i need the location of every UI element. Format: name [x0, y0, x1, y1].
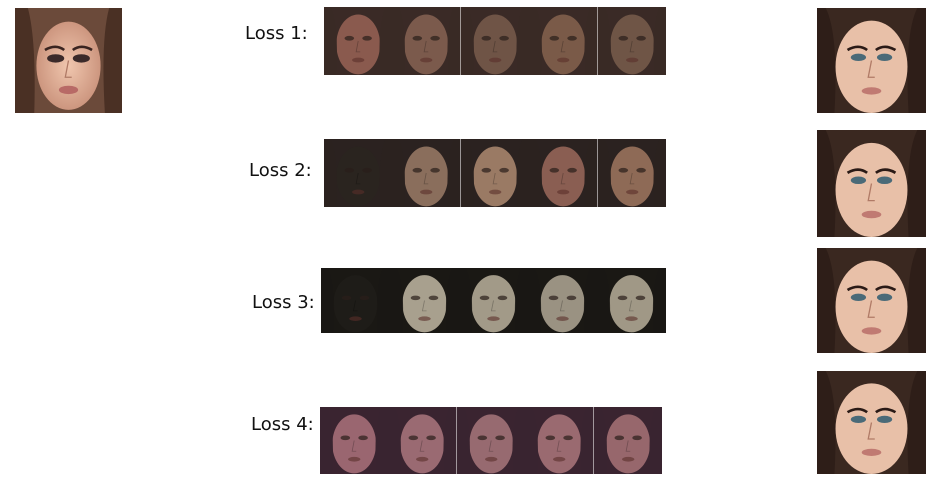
loss2-face-2 — [392, 139, 461, 207]
loss1-face-5 — [597, 7, 666, 75]
loss4-face-5 — [593, 407, 662, 474]
row-label-loss-1: Loss 1: — [245, 23, 308, 44]
loss2-face-3 — [460, 139, 530, 207]
loss1-face-3 — [460, 7, 530, 75]
loss3-face-2 — [390, 268, 459, 333]
loss1-face-2 — [392, 7, 461, 75]
loss-1-face-strip — [324, 7, 666, 75]
loss1-face-1 — [324, 7, 393, 75]
target-face-image-4 — [817, 371, 926, 474]
loss3-face-3 — [459, 268, 528, 333]
loss3-face-5 — [597, 268, 666, 333]
loss3-face-4 — [528, 268, 597, 333]
target-face-image-1 — [817, 8, 926, 113]
loss2-face-1 — [324, 139, 393, 207]
loss4-face-2 — [388, 407, 457, 474]
row-label-loss-3: Loss 3: — [252, 292, 315, 313]
loss-4-face-strip — [320, 407, 662, 474]
loss4-face-4 — [525, 407, 594, 474]
row-label-loss-4: Loss 4: — [251, 414, 314, 435]
loss-3-face-strip — [321, 268, 666, 333]
loss4-face-1 — [320, 407, 389, 474]
loss2-face-5 — [597, 139, 666, 207]
loss4-face-3 — [456, 407, 526, 474]
source-face-image — [15, 8, 122, 113]
row-label-loss-2: Loss 2: — [249, 160, 312, 181]
target-face-image-2 — [817, 130, 926, 237]
target-face-image-3 — [817, 248, 926, 353]
loss3-face-1 — [321, 268, 390, 333]
loss1-face-4 — [529, 7, 598, 75]
loss2-face-4 — [529, 139, 598, 207]
loss-2-face-strip — [324, 139, 666, 207]
